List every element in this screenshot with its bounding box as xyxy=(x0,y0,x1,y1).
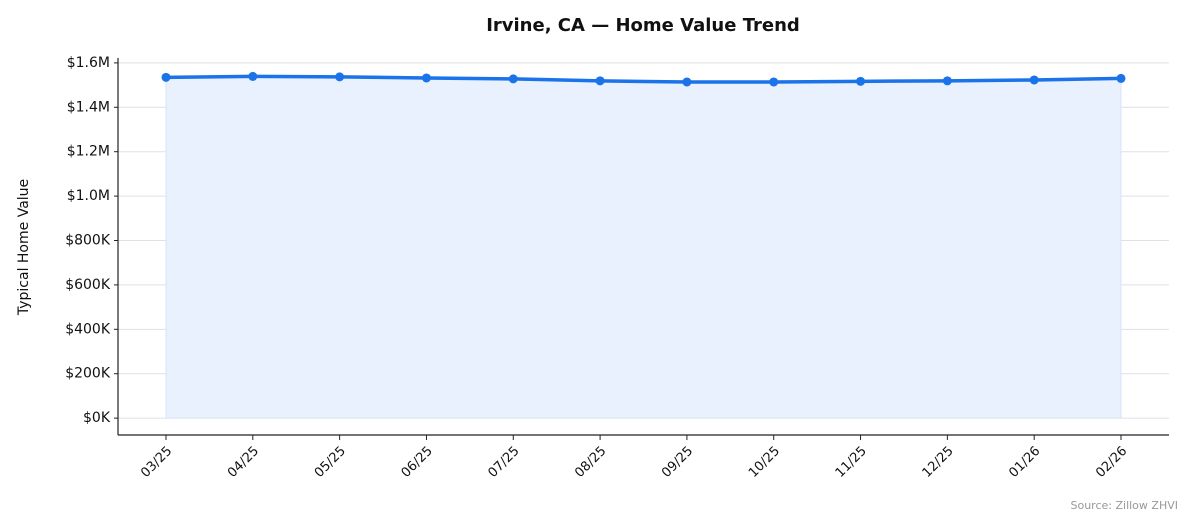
x-tick-label: 03/25 xyxy=(138,444,175,481)
point xyxy=(942,76,952,86)
point xyxy=(769,77,779,87)
y-tick-label: $600K xyxy=(65,277,111,293)
point xyxy=(682,77,692,87)
x-tick-label: 07/25 xyxy=(485,444,522,481)
y-axis-label: Typical Home Value xyxy=(16,179,32,316)
y-tick-label: $200K xyxy=(65,366,111,382)
x-tick-label: 02/26 xyxy=(1093,444,1130,481)
point xyxy=(508,74,518,84)
x-tick-label: 12/25 xyxy=(920,444,957,481)
y-tick-label: $1.6M xyxy=(67,55,110,71)
y-tick-label: $1.2M xyxy=(67,144,110,160)
x-tick-label: 01/26 xyxy=(1006,444,1043,481)
y-tick-label: $1.0M xyxy=(67,188,110,204)
x-tick-label: 10/25 xyxy=(746,444,783,481)
y-tick-label: $800K xyxy=(65,233,111,249)
area-fill xyxy=(165,75,1122,419)
point xyxy=(1116,73,1126,83)
point xyxy=(161,72,171,82)
x-tick-label: 04/25 xyxy=(225,444,262,481)
y-tick-label: $0K xyxy=(83,410,111,426)
line xyxy=(165,74,1122,84)
point xyxy=(856,76,866,86)
point xyxy=(1029,75,1039,85)
y-tick-label: $1.4M xyxy=(67,99,110,115)
point xyxy=(335,72,345,82)
point xyxy=(248,71,258,81)
x-tick-label: 06/25 xyxy=(399,444,436,481)
y-tick-label: $400K xyxy=(65,321,111,337)
point xyxy=(595,76,605,86)
source-note: Source: Zillow ZHVI xyxy=(1071,499,1179,512)
point xyxy=(421,73,431,83)
x-tick-label: 09/25 xyxy=(659,444,696,481)
x-tick-label: 08/25 xyxy=(572,444,609,481)
chart-title: Irvine, CA — Home Value Trend xyxy=(486,15,800,36)
x-tick-label: 05/25 xyxy=(312,444,349,481)
x-tick-label: 11/25 xyxy=(833,444,870,481)
